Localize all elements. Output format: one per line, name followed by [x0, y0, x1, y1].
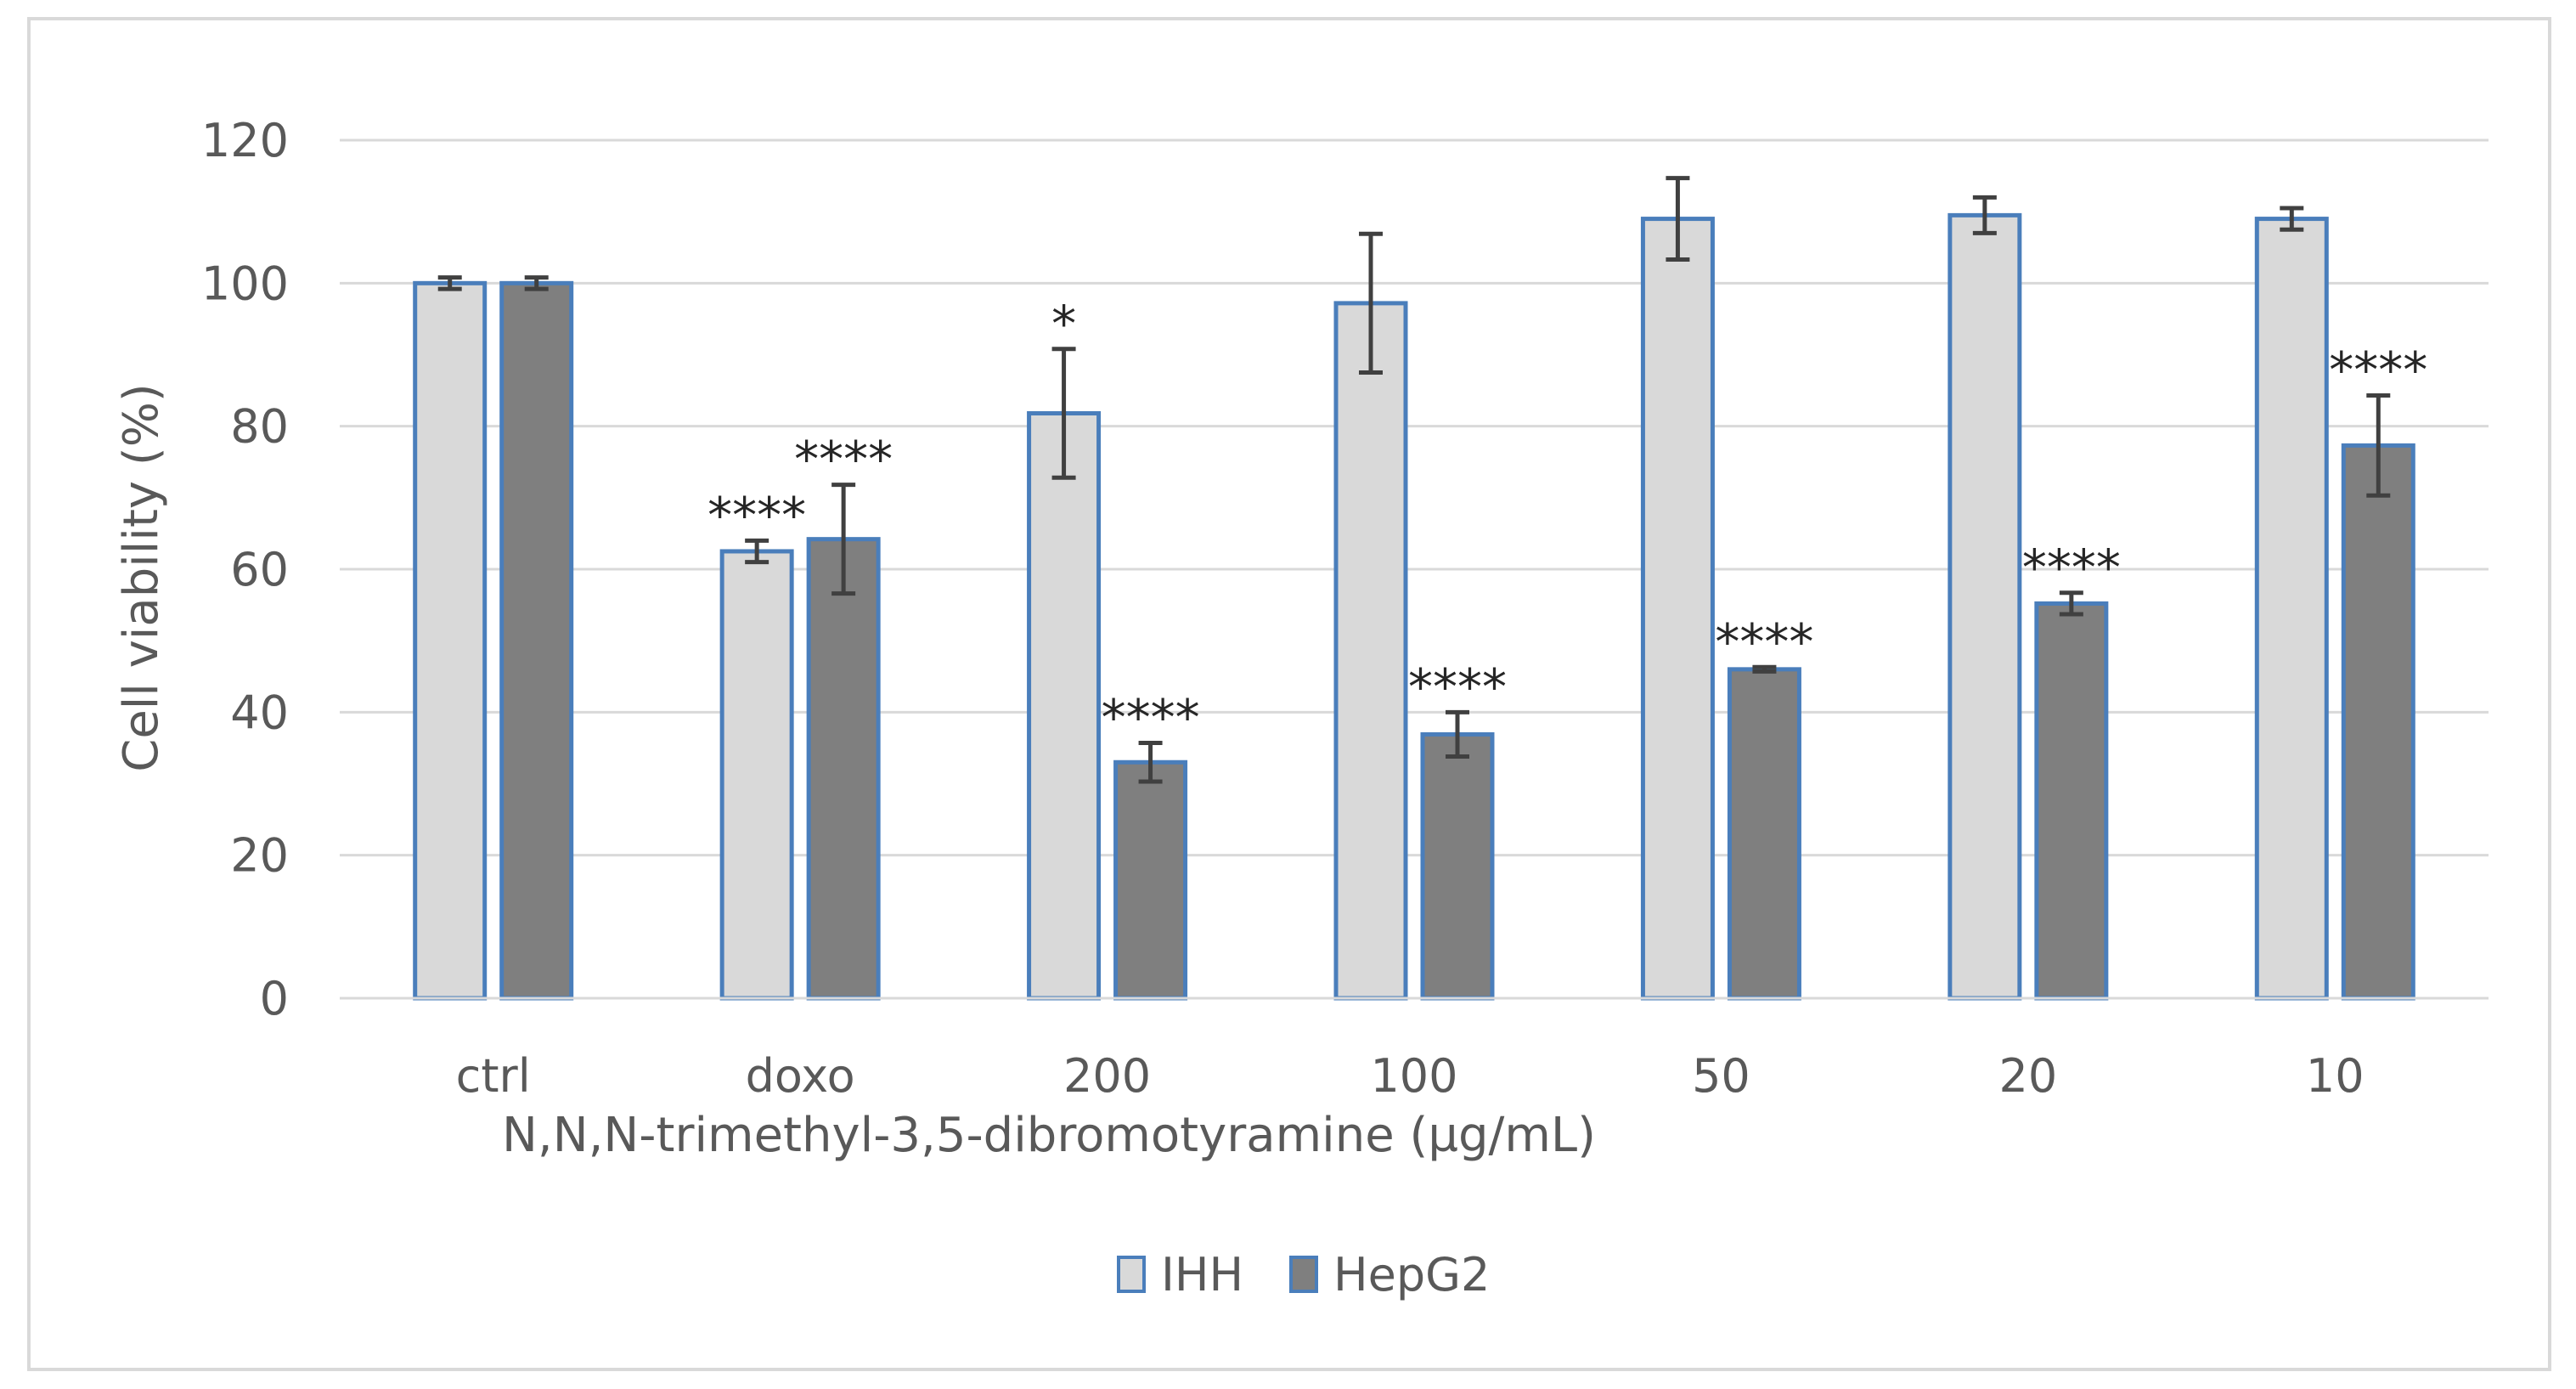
- significance-marker: *: [1051, 295, 1076, 353]
- bar-hepg2-100: [1420, 731, 1495, 1001]
- legend: IHH HepG2: [1117, 1248, 1490, 1301]
- bar-ihh-10: [2254, 217, 2329, 1001]
- error-bar-ihh-200: [1051, 347, 1076, 480]
- x-tick-label: 200: [1063, 1049, 1151, 1103]
- error-bar-hepg2-50: [1752, 664, 1777, 674]
- x-tick-label: 10: [2306, 1049, 2365, 1103]
- y-tick-label: 100: [201, 257, 289, 310]
- x-tick-label: ctrl: [456, 1049, 531, 1103]
- x-tick-label: 20: [1998, 1049, 2057, 1103]
- bar-hepg2-10: [2341, 443, 2415, 1001]
- error-bar-hepg2-doxo: [831, 483, 856, 596]
- x-tick-label: 100: [1370, 1049, 1457, 1103]
- x-axis-ticks: ctrl doxo 200 100 50 20 10: [456, 1049, 2365, 1103]
- significance-marker: ****: [2022, 539, 2121, 596]
- error-bar-hepg2-200: [1138, 741, 1163, 784]
- y-axis-ticks: 0 20 40 60 80 100 120: [201, 114, 289, 1025]
- y-tick-label: 40: [230, 686, 289, 739]
- error-bar-ihh-doxo: [745, 538, 769, 565]
- x-tick-label: 50: [1692, 1049, 1750, 1103]
- significance-marker: ****: [707, 486, 806, 544]
- error-bar-hepg2-100: [1446, 709, 1469, 759]
- bar-hepg2-doxo: [806, 537, 881, 1001]
- bar-ihh-doxo: [719, 549, 794, 1001]
- y-tick-label: 80: [230, 400, 289, 454]
- significance-marker: ****: [1408, 658, 1507, 715]
- error-bar-ihh-ctrl: [437, 275, 462, 291]
- legend-label-ihh: IHH: [1161, 1248, 1243, 1301]
- chart-frame: [27, 17, 2551, 1371]
- error-bar-hepg2-ctrl: [524, 275, 549, 291]
- x-axis-title: N,N,N-trimethyl-3,5-dibromotyramine (µg/…: [502, 1108, 1596, 1163]
- error-bar-ihh-20: [1972, 195, 1997, 235]
- bar-hepg2-200: [1113, 759, 1188, 1001]
- bar-ihh-50: [1640, 217, 1715, 1001]
- y-tick-label: 120: [201, 114, 289, 167]
- bar-ihh-ctrl: [413, 280, 488, 1001]
- error-bar-ihh-50: [1666, 176, 1690, 263]
- bar-ihh-100: [1333, 301, 1408, 1001]
- bar-ihh-20: [1948, 212, 2022, 1001]
- y-axis-title: Cell viability (%): [114, 383, 169, 772]
- gridlines: [340, 138, 2489, 857]
- y-tick-label: 60: [230, 543, 289, 596]
- error-bar-ihh-10: [2280, 206, 2304, 232]
- legend-label-hepg2: HepG2: [1333, 1248, 1490, 1301]
- x-tick-label: doxo: [746, 1049, 855, 1103]
- significance-marker: ****: [1102, 689, 1200, 747]
- error-bar-hepg2-10: [2366, 392, 2391, 498]
- error-bars: [437, 176, 2391, 784]
- bar-hepg2-50: [1727, 667, 1801, 1001]
- bar-hepg2-ctrl: [499, 280, 574, 1001]
- y-tick-label: 20: [230, 829, 289, 883]
- error-bar-hepg2-20: [2059, 590, 2083, 617]
- error-bar-ihh-100: [1359, 231, 1383, 375]
- legend-swatch-hepg2: [1289, 1256, 1318, 1293]
- y-tick-label: 0: [260, 972, 289, 1025]
- significance-markers: *****************************: [707, 295, 2427, 747]
- bar-ihh-200: [1027, 411, 1102, 1001]
- bar-hepg2-20: [2034, 601, 2109, 1001]
- legend-swatch-ihh: [1117, 1256, 1146, 1293]
- significance-marker: ****: [794, 431, 893, 488]
- significance-marker: ****: [1715, 613, 1813, 670]
- significance-marker: ****: [2329, 341, 2427, 398]
